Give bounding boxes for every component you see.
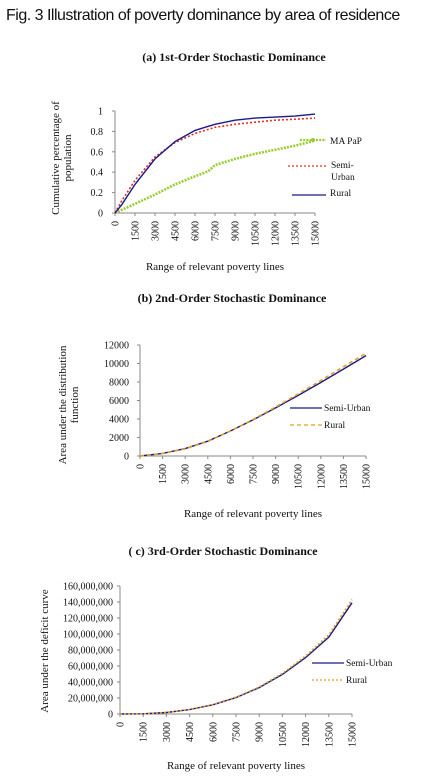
y-axis-label-line: Area under the distribution bbox=[57, 345, 69, 464]
chart-panel-2: (b) 2nd-Order Stochastic Dominance 0 2000 4… bbox=[57, 291, 373, 520]
y-tick-label: 160,000,000 bbox=[63, 582, 113, 593]
x-tick-label: 0 bbox=[111, 221, 122, 226]
y-tick-label: 100,000,000 bbox=[63, 630, 113, 641]
legend-label: Semi-Urban bbox=[324, 404, 371, 414]
y-axis-label-line: Area under the deficit curve bbox=[39, 589, 51, 712]
x-tick-label: 9000 bbox=[231, 221, 242, 241]
series-line-semi-urban bbox=[114, 117, 316, 214]
x-tick-label: 10500 bbox=[294, 464, 305, 489]
x-tick-label: 1500 bbox=[131, 221, 142, 241]
legend-label: Rural bbox=[346, 676, 367, 686]
chart-title: (b) 2nd-Order Stochastic Dominance bbox=[138, 291, 327, 305]
x-tick-label: 12000 bbox=[271, 221, 282, 246]
legend-label: Rural bbox=[324, 421, 345, 431]
x-axis-label: Range of relevant poverty lines bbox=[146, 261, 284, 273]
x-tick-label: 13500 bbox=[291, 221, 302, 246]
x-tick-label: 7500 bbox=[249, 464, 260, 484]
legend-label: Semi-Urban bbox=[346, 659, 393, 669]
legend-label: Semi- Urban bbox=[331, 161, 355, 183]
y-axis-label: Area under the deficit curve bbox=[39, 589, 51, 712]
x-tick-label: 10500 bbox=[251, 221, 262, 246]
legend-label-line: Semi- bbox=[331, 161, 354, 171]
legend-label: MA PaP bbox=[330, 137, 362, 147]
y-axis-label-line: Cumulative percentage of bbox=[50, 101, 62, 215]
series-line-ma-pap bbox=[114, 139, 316, 215]
legend-label: Rural bbox=[330, 189, 351, 199]
x-tick-label: 3000 bbox=[162, 722, 173, 742]
chart-panel-3: ( c) 3rd-Order Stochastic Dominance 0 20,0… bbox=[39, 544, 393, 772]
x-tick-label: 13500 bbox=[324, 722, 335, 747]
series-line-rural bbox=[119, 599, 353, 715]
figure-title: Fig. 3 Illustration of poverty dominance… bbox=[6, 7, 400, 24]
x-tick-label: 4500 bbox=[171, 221, 182, 241]
y-tick-label: 0 bbox=[98, 209, 103, 220]
y-tick-label: 1 bbox=[98, 107, 103, 118]
x-tick-label: 1500 bbox=[158, 464, 169, 484]
chart-panel-1: (a) 1st-Order Stochastic Dominance 0 0.2 0.… bbox=[50, 50, 362, 273]
y-tick-label: 0.2 bbox=[91, 188, 104, 199]
y-tick-label: 0.8 bbox=[91, 127, 104, 138]
y-tick-label: 40,000,000 bbox=[68, 678, 113, 689]
x-tick-label: 7500 bbox=[232, 722, 243, 742]
y-tick-label: 120,000,000 bbox=[63, 614, 113, 625]
x-axis-label: Range of relevant poverty lines bbox=[167, 760, 305, 772]
y-tick-label: 4000 bbox=[109, 415, 129, 426]
x-tick-label: 4500 bbox=[185, 722, 196, 742]
y-tick-label: 10000 bbox=[104, 359, 129, 370]
y-axis-label: Cumulative percentage ofpopulation bbox=[50, 101, 74, 215]
x-tick-label: 9000 bbox=[271, 464, 282, 484]
x-tick-label: 15000 bbox=[362, 464, 373, 489]
series-line-rural bbox=[139, 352, 367, 457]
y-tick-label: 12000 bbox=[104, 341, 129, 352]
x-axis-label: Range of relevant poverty lines bbox=[184, 508, 322, 520]
x-tick-label: 10500 bbox=[278, 722, 289, 747]
x-tick-label: 7500 bbox=[211, 221, 222, 241]
x-tick-label: 0 bbox=[116, 722, 127, 727]
chart-title: ( c) 3rd-Order Stochastic Dominance bbox=[128, 544, 318, 558]
x-tick-label: 3000 bbox=[151, 221, 162, 241]
x-tick-label: 15000 bbox=[348, 722, 359, 747]
x-tick-label: 6000 bbox=[226, 464, 237, 484]
x-tick-label: 6000 bbox=[191, 221, 202, 241]
series-line-rural bbox=[114, 113, 316, 214]
y-tick-label: 6000 bbox=[109, 396, 129, 407]
y-axis-label-line: population bbox=[62, 134, 74, 182]
legend-marker bbox=[311, 138, 315, 142]
chart-title: (a) 1st-Order Stochastic Dominance bbox=[142, 50, 326, 64]
y-tick-label: 0 bbox=[124, 452, 129, 463]
y-tick-label: 140,000,000 bbox=[63, 598, 113, 609]
y-tick-label: 0 bbox=[108, 710, 113, 721]
x-tick-label: 0 bbox=[136, 464, 147, 469]
y-tick-label: 0.4 bbox=[91, 168, 104, 179]
x-tick-label: 12000 bbox=[316, 464, 327, 489]
y-tick-label: 20,000,000 bbox=[68, 694, 113, 705]
x-tick-label: 6000 bbox=[208, 722, 219, 742]
y-tick-label: 0.6 bbox=[91, 147, 104, 158]
legend-label-line: Urban bbox=[331, 173, 355, 183]
x-tick-label: 12000 bbox=[301, 722, 312, 747]
y-axis-label-line: function bbox=[69, 386, 81, 423]
x-tick-label: 4500 bbox=[203, 464, 214, 484]
y-axis-label: Area under the distributionfunction bbox=[57, 345, 81, 464]
y-tick-label: 2000 bbox=[109, 433, 129, 444]
y-tick-label: 60,000,000 bbox=[68, 662, 113, 673]
x-tick-label: 15000 bbox=[311, 221, 322, 246]
x-tick-label: 1500 bbox=[139, 722, 150, 742]
x-tick-label: 9000 bbox=[255, 722, 266, 742]
y-tick-label: 80,000,000 bbox=[68, 646, 113, 657]
x-tick-label: 13500 bbox=[339, 464, 350, 489]
x-tick-label: 3000 bbox=[181, 464, 192, 484]
y-tick-label: 8000 bbox=[109, 378, 129, 389]
